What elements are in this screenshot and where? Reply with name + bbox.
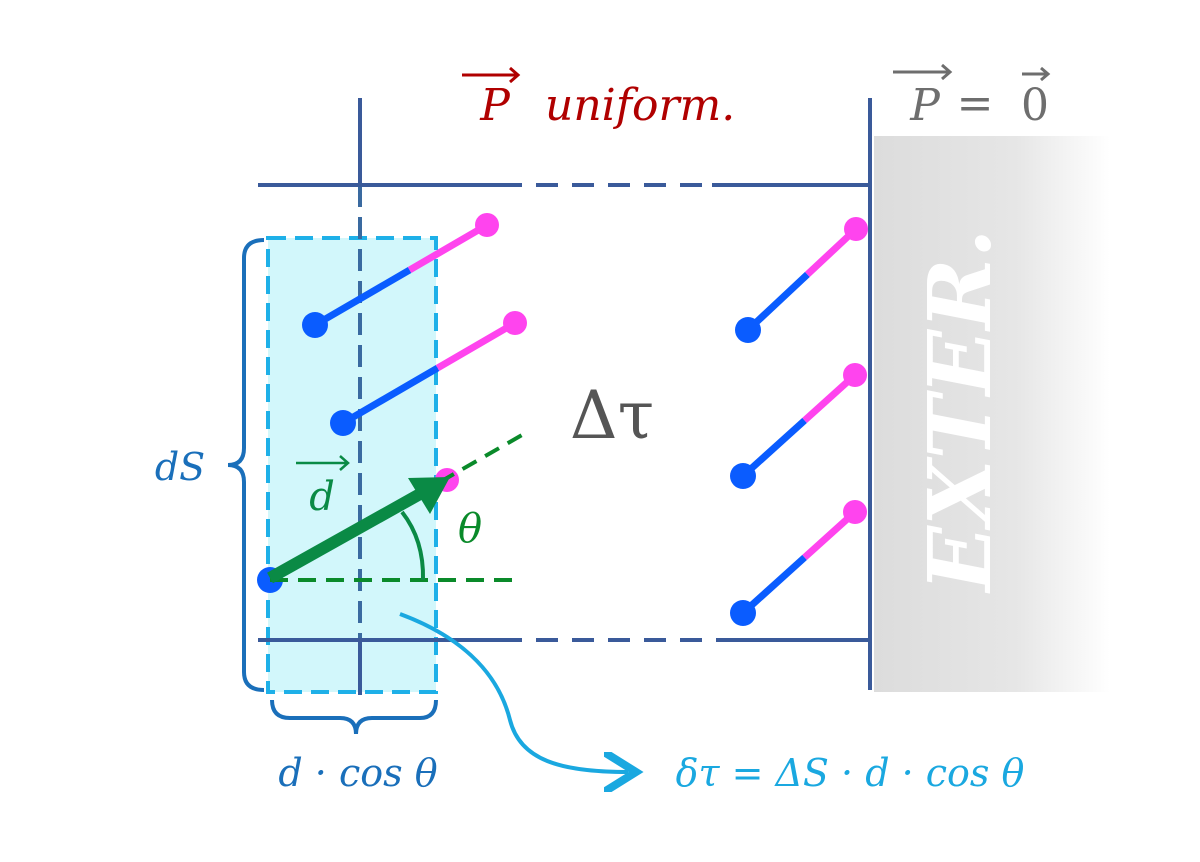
dipole-positive-segment [407, 221, 489, 274]
dipole [730, 500, 867, 626]
formula-label: δτ = ΔS · d · cos θ [676, 751, 1025, 795]
dipole [730, 363, 867, 489]
dipole-positive-charge [503, 311, 527, 335]
dipole [330, 311, 527, 436]
dipole-negative-segment [740, 417, 807, 479]
dipole-negative-charge [330, 410, 356, 436]
dS-label: dS [155, 445, 205, 489]
theta-label: θ [458, 506, 482, 552]
d-direction-extension [439, 433, 523, 484]
dipole-negative-segment [341, 364, 440, 427]
d-vector-label: d [309, 474, 335, 520]
dipole-negative-charge [730, 463, 756, 489]
dipole-negative-segment [740, 554, 807, 616]
dipole [735, 217, 868, 343]
formula-pointer-arrow [399, 612, 628, 772]
exterior-label: EXTER. [910, 228, 1011, 594]
volume-element-label: Δτ [570, 377, 654, 454]
dipoles [257, 213, 868, 626]
d-vector-arrow-icon [296, 455, 350, 471]
projection-label: d · cos θ [278, 751, 437, 795]
dipole-negative-charge [735, 317, 761, 343]
dS-brace [227, 238, 265, 692]
p-zero-lhs: P [909, 80, 941, 131]
dipole-negative-segment [313, 266, 412, 329]
dipole-positive-charge [844, 217, 868, 241]
dipole [302, 213, 499, 338]
dipole-positive-charge [843, 363, 867, 387]
exterior-region [874, 136, 1110, 692]
projection-brace [270, 699, 438, 735]
zero-vector-arrow-icon [1022, 66, 1051, 82]
d-vector-arrowhead [408, 477, 450, 514]
dipole-negative-charge [302, 312, 328, 338]
dipole-positive-charge [475, 213, 499, 237]
dipole-positive-segment [435, 319, 517, 372]
p-zero-equals: = [957, 78, 994, 129]
uniform-label: uniform. [545, 80, 735, 131]
p-zero-arrow-icon [893, 63, 953, 81]
p-vector-arrow-icon [462, 66, 521, 84]
p-zero-rhs: 0 [1021, 80, 1049, 131]
dipole-positive-charge [843, 500, 867, 524]
dipole-negative-segment [745, 271, 810, 333]
p-vector-label: P [479, 80, 511, 131]
theta-arc [400, 510, 426, 581]
d-vector-shaft [267, 488, 423, 584]
dipole-negative-charge [730, 600, 756, 626]
